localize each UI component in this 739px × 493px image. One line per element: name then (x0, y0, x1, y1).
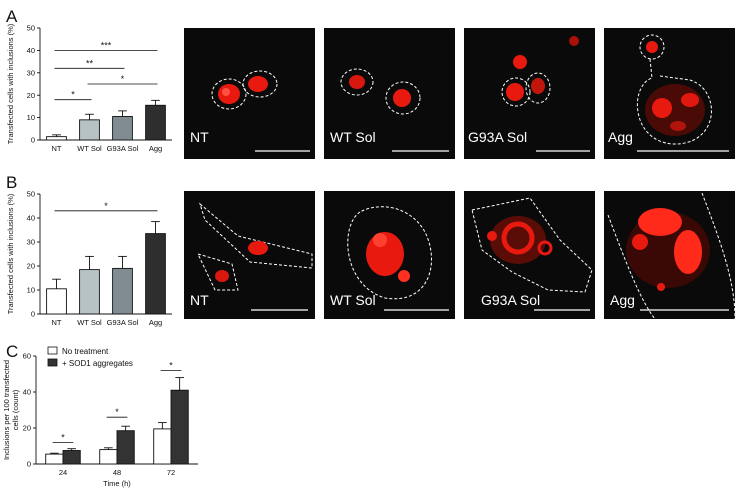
chart-a: 0 10 20 30 40 50 Transfected cells with inclus… (6, 23, 172, 153)
chart-a-y-tick-label: 50 (27, 24, 35, 33)
chart-b-y-tick-label: 20 (27, 262, 35, 271)
chart-a-y-tick-label: 10 (27, 113, 35, 122)
chart-a-x-tick-label-g93a-sol: G93A Sol (107, 144, 139, 153)
chart-b-bar-wt-sol (79, 269, 100, 315)
chart-c-bar-no-treatment-24 (45, 453, 64, 465)
chart-a-x-tick-label-wt-sol: WT Sol (77, 144, 102, 153)
micrograph-label-a-agg: Agg (608, 129, 633, 145)
micrograph-label-b-agg: Agg (610, 292, 635, 308)
chart-a-significance-label: * (121, 74, 125, 84)
chart-a-bar-nt (46, 136, 67, 141)
chart-a-y-tick-label: 0 (31, 136, 35, 145)
micrograph-label-b-g93a-sol: G93A Sol (481, 292, 540, 308)
chart-c-bar-no-treatment-72 (153, 428, 172, 465)
chart-c-bar-sod1-aggregates-24 (62, 450, 81, 465)
chart-b: 0 10 20 30 40 50 Transfected cells with inclus… (6, 190, 172, 327)
chart-b-bar-nt (46, 288, 67, 315)
panel-letter-a: A (6, 7, 18, 26)
micrograph-label-a-wt-sol: WT Sol (330, 129, 376, 145)
chart-a-x-tick-label-agg: Agg (149, 144, 162, 153)
chart-b-bar-g93a-sol (112, 267, 133, 315)
micrograph-b-agg: Agg (604, 191, 736, 320)
micrograph-row-b: NT WT Sol G93A Sol (184, 191, 736, 320)
chart-b-y-tick-label: 50 (27, 190, 35, 199)
micrograph-label-b-nt: NT (190, 292, 209, 308)
chart-b-bar-agg (145, 233, 166, 315)
legend-swatch-aggregates (47, 358, 58, 367)
micrograph-label-b-wt-sol: WT Sol (330, 292, 376, 308)
chart-c-bar-no-treatment-48 (99, 449, 118, 465)
chart-c-y-tick-label: 0 (27, 460, 31, 469)
micrograph-b-wt-sol: WT Sol (324, 191, 455, 319)
chart-a-y-tick-label: 40 (27, 46, 35, 55)
micrograph-a-agg: Agg (604, 28, 735, 159)
chart-b-y-tick-label: 40 (27, 214, 35, 223)
chart-a-bar-g93a-sol (112, 116, 133, 141)
chart-a-y-axis-title: Transfected cells with inclusions (%) (6, 23, 15, 144)
chart-b-y-tick-label: 0 (31, 310, 35, 319)
chart-b-y-tick-label: 30 (27, 238, 35, 247)
micrograph-a-nt: NT (184, 28, 315, 159)
chart-b-x-tick-label-wt-sol: WT Sol (77, 318, 102, 327)
chart-b-x-tick-label-nt: NT (52, 318, 62, 327)
chart-a-significance-label: *** (101, 40, 112, 50)
legend-label-no-treatment: No treatment (62, 347, 109, 356)
micrograph-row-a: NT WT Sol G93A Sol (184, 28, 735, 159)
chart-c-x-axis-title: Time (h) (103, 479, 131, 488)
chart-c-y-axis-title: Inclusions per 100 transfectedcells (cou… (2, 360, 20, 460)
chart-b-x-tick-label-g93a-sol: G93A Sol (107, 318, 139, 327)
chart-b-significance-label: * (104, 201, 108, 211)
chart-a-y-tick-label: 20 (27, 91, 35, 100)
micrograph-b-g93a-sol: G93A Sol (464, 191, 595, 319)
legend-swatch-no-treatment (47, 346, 58, 355)
micrograph-a-g93a-sol: G93A Sol (464, 28, 595, 159)
micrograph-b-nt: NT (184, 191, 315, 319)
micrograph-a-wt-sol: WT Sol (324, 28, 455, 159)
chart-a-bar-wt-sol (79, 119, 100, 141)
panel-letter-c: C (6, 342, 18, 361)
chart-a-y-tick-label: 30 (27, 68, 35, 77)
chart-c-y-tick-label: 40 (23, 388, 31, 397)
panel-letter-b: B (6, 173, 17, 192)
chart-c-x-tick-label-24: 24 (59, 468, 67, 477)
chart-a-significance-label: * (71, 90, 75, 100)
chart-c-bar-sod1-aggregates-48 (116, 430, 135, 465)
chart-c-y-tick-label: 60 (23, 352, 31, 361)
chart-c-significance-label: * (61, 432, 65, 442)
chart-a-bar-agg (145, 104, 166, 141)
chart-b-y-tick-label: 10 (27, 286, 35, 295)
micrograph-label-a-nt: NT (190, 129, 209, 145)
chart-a-x-tick-label-nt: NT (52, 144, 62, 153)
chart-c-significance-label: * (169, 360, 173, 370)
chart-b-x-tick-label-agg: Agg (149, 318, 162, 327)
chart-c-significance-label: * (115, 407, 119, 417)
chart-c-legend: No treatment + SOD1 aggregates (47, 346, 133, 368)
chart-a-significance-label: ** (86, 58, 94, 68)
legend-label-aggregates: + SOD1 aggregates (62, 359, 133, 368)
chart-c-x-tick-label-48: 48 (113, 468, 121, 477)
chart-c-bar-sod1-aggregates-72 (170, 389, 189, 465)
chart-c-y-tick-label: 20 (23, 424, 31, 433)
chart-c-x-tick-label-72: 72 (167, 468, 175, 477)
micrograph-label-a-g93a-sol: G93A Sol (468, 129, 527, 145)
chart-b-y-axis-title: Transfected cells with inclusions (%) (6, 193, 15, 314)
